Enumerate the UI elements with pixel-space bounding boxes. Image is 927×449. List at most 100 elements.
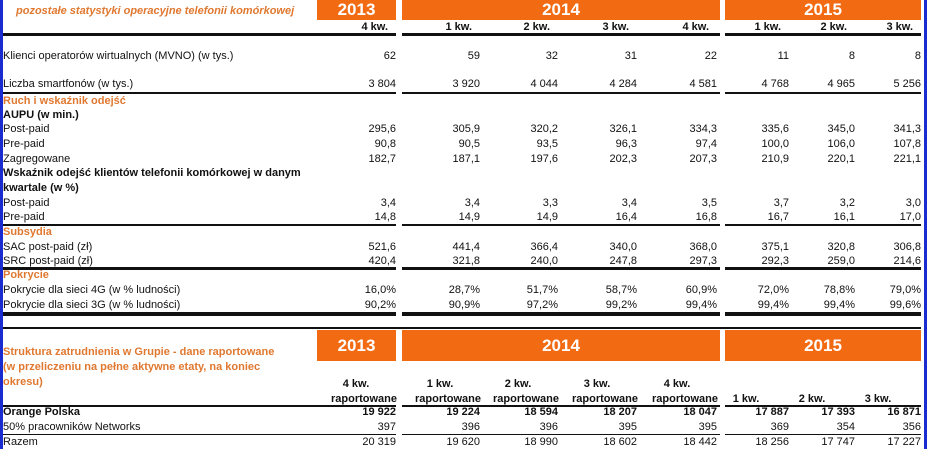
cell-value: 59 — [467, 50, 480, 62]
cell-value: 16,0% — [364, 284, 396, 296]
cell-value: 20 319 — [362, 436, 396, 448]
row-label: Liczba smartfonów (w tys.) — [3, 78, 134, 90]
quarter-header: 1 kw. — [426, 378, 454, 390]
cell-value: 17 887 — [755, 406, 789, 418]
cell-value: 78,8% — [823, 284, 855, 296]
cell-value: 369 — [770, 421, 789, 433]
cell-value: 334,3 — [689, 123, 717, 135]
cell-value: 3,0 — [905, 197, 921, 209]
divider — [402, 267, 720, 270]
cell-value: 202,3 — [609, 153, 637, 165]
cell-value: 292,3 — [761, 255, 789, 267]
cell-value: 99,6% — [889, 299, 921, 311]
subheader: raportowane — [571, 393, 638, 405]
cell-value: 240,0 — [530, 255, 558, 267]
quarter-header: 4 kw. — [342, 378, 370, 390]
subheader: raportowane — [492, 393, 559, 405]
cell-value: 96,3 — [615, 138, 637, 150]
row-label: Razem — [3, 436, 38, 448]
cell-value: 356 — [902, 421, 921, 433]
cell-value: 4 768 — [761, 78, 789, 90]
cell-value: 8 — [914, 50, 921, 62]
cell-value: 16,1 — [833, 211, 855, 223]
row-label: Pre-paid — [3, 138, 45, 150]
divider — [3, 312, 396, 316]
cell-value: 79,0% — [889, 284, 921, 296]
cell-value: 14,9 — [458, 211, 480, 223]
quarter-header: 3 kw. — [602, 21, 630, 33]
divider — [3, 92, 396, 94]
row-label: AUPU (w min.) — [3, 109, 79, 121]
cell-value: 259,0 — [827, 255, 855, 267]
row-label: Pokrycie dla sieci 4G (w % ludności) — [3, 284, 181, 296]
quarter-header: 1 kw. — [754, 21, 782, 33]
cell-value: 90,2% — [364, 299, 396, 311]
cell-value: 4 581 — [689, 78, 717, 90]
quarter-header: 1 kw. — [445, 21, 473, 33]
cell-value: 395 — [698, 421, 717, 433]
year-header: 2015 — [725, 0, 921, 20]
cell-value: 99,4% — [757, 299, 789, 311]
cell-value: 99,4% — [823, 299, 855, 311]
divider — [402, 92, 720, 94]
cell-value: 4 965 — [827, 78, 855, 90]
row-label: Pokrycie dla sieci 3G (w % ludności) — [3, 299, 181, 311]
row-label: SRC post-paid (zł) — [3, 255, 93, 267]
divider — [402, 434, 720, 435]
divider — [725, 224, 921, 226]
right-border — [924, 0, 927, 449]
cell-value: 210,9 — [761, 153, 789, 165]
cell-value: 18 047 — [683, 406, 717, 418]
cell-value: 3,4 — [380, 197, 396, 209]
cell-value: 3 920 — [452, 78, 480, 90]
cell-value: 345,0 — [827, 123, 855, 135]
cell-value: 107,8 — [893, 138, 921, 150]
subheader: raportowane — [651, 393, 718, 405]
cell-value: 17 227 — [887, 436, 921, 448]
cell-value: 335,6 — [761, 123, 789, 135]
cell-value: 295,6 — [368, 123, 396, 135]
cell-value: 197,6 — [530, 153, 558, 165]
cell-value: 60,9% — [685, 284, 717, 296]
cell-value: 106,0 — [827, 138, 855, 150]
cell-value: 3,4 — [464, 197, 480, 209]
year-header: 2014 — [402, 330, 720, 361]
cell-value: 19 224 — [446, 406, 480, 418]
cell-value: 58,7% — [605, 284, 637, 296]
quarter-header: 3 kw. — [886, 21, 914, 33]
cell-value: 375,1 — [761, 241, 789, 253]
cell-value: 305,9 — [452, 123, 480, 135]
cell-value: 320,2 — [530, 123, 558, 135]
cell-value: 97,2% — [526, 299, 558, 311]
cell-value: 4 284 — [609, 78, 637, 90]
cell-value: 521,6 — [368, 241, 396, 253]
section-heading: Ruch i wskaźnik odejść — [3, 95, 126, 107]
cell-value: 220,1 — [827, 153, 855, 165]
section-heading: Subsydia — [3, 226, 52, 238]
cell-value: 326,1 — [609, 123, 637, 135]
cell-value: 3 804 — [368, 78, 396, 90]
cell-value: 396 — [461, 421, 480, 433]
cell-value: 182,7 — [368, 153, 396, 165]
quarter-header: 2 kw. — [798, 393, 826, 405]
table-title: Struktura zatrudnienia w Grupie - dane r… — [3, 346, 275, 358]
row-label: Post-paid — [3, 197, 50, 209]
cell-value: 18 990 — [524, 436, 558, 448]
divider — [725, 434, 921, 435]
cell-value: 16 871 — [887, 406, 921, 418]
cell-value: 19 922 — [362, 406, 396, 418]
cell-value: 321,8 — [452, 255, 480, 267]
cell-value: 5 256 — [893, 78, 921, 90]
cell-value: 11 — [777, 50, 789, 62]
row-label: 50% pracowników Networks — [3, 421, 141, 433]
row-label: Zagregowane — [3, 153, 71, 165]
table-title: okresu) — [3, 376, 43, 388]
cell-value: 22 — [704, 50, 717, 62]
cell-value: 18 207 — [603, 406, 637, 418]
divider — [402, 312, 720, 316]
divider — [725, 267, 921, 270]
table-title: pozostałe statystyki operacyjne telefoni… — [16, 5, 295, 17]
divider — [725, 33, 921, 36]
divider — [3, 405, 396, 407]
cell-value: 3,7 — [773, 197, 789, 209]
